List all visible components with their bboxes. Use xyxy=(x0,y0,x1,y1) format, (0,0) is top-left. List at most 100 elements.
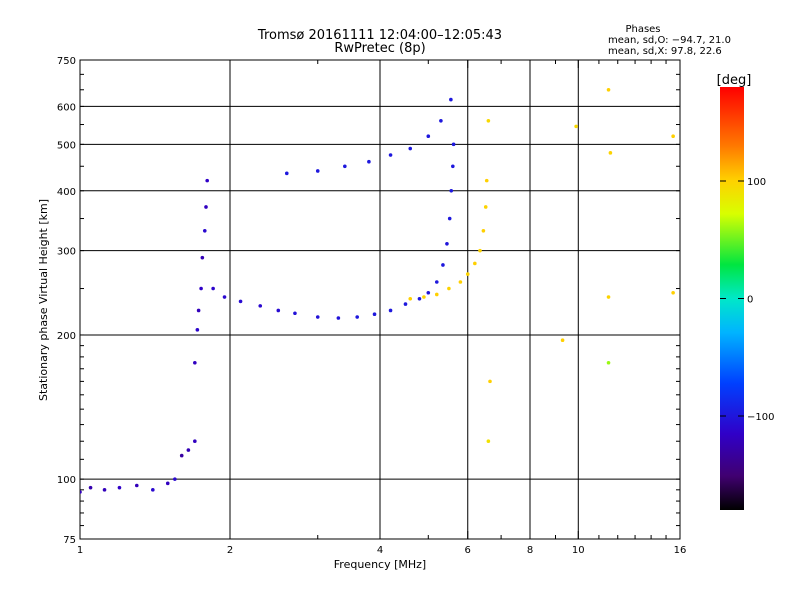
x-tick-label: 10 xyxy=(572,545,585,556)
data-point xyxy=(196,308,201,313)
data-point xyxy=(284,171,289,176)
data-point xyxy=(134,483,139,488)
data-point xyxy=(671,134,675,138)
data-point xyxy=(372,312,377,316)
stats-x-line: mean, sd,X: 97.8, 22.6 xyxy=(608,46,722,57)
data-point xyxy=(486,439,491,444)
data-point xyxy=(451,164,455,169)
data-point xyxy=(173,477,177,481)
data-point xyxy=(481,228,486,233)
y-tick-label: 750 xyxy=(57,56,76,67)
data-point xyxy=(449,97,453,102)
data-point xyxy=(449,188,454,193)
data-point xyxy=(258,304,263,308)
data-point xyxy=(478,248,482,253)
data-point xyxy=(465,272,470,276)
y-tick-label: 300 xyxy=(57,247,76,258)
x-tick-label: 8 xyxy=(527,545,533,556)
data-point xyxy=(102,488,107,492)
x-tick-label: 1 xyxy=(77,545,83,556)
data-point xyxy=(671,290,675,295)
data-point xyxy=(88,485,93,490)
y-tick-label: 75 xyxy=(63,535,76,546)
chart-subtitle: RwPretec (8p) xyxy=(334,41,425,56)
data-point xyxy=(367,159,371,164)
data-point xyxy=(80,490,82,494)
y-axis-label: Stationary phase Virtual Height [km] xyxy=(37,199,50,401)
data-point xyxy=(426,290,431,295)
data-point xyxy=(179,453,184,458)
data-point xyxy=(355,315,359,319)
colorbar: [deg] 100 0 −100 xyxy=(717,73,774,510)
data-point xyxy=(204,205,208,209)
chart-title: Tromsø 20161111 12:04:00–12:05:43 xyxy=(257,28,502,43)
y-tick-label: 600 xyxy=(57,102,76,113)
y-tick-label: 100 xyxy=(57,475,76,486)
data-point xyxy=(451,142,456,147)
y-tick-label: 500 xyxy=(57,140,76,151)
data-point xyxy=(238,299,243,304)
data-point xyxy=(343,164,347,169)
data-point xyxy=(447,216,452,221)
data-point xyxy=(445,241,449,246)
x-tick-label: 6 xyxy=(465,545,471,556)
data-point xyxy=(473,261,477,266)
data-point xyxy=(606,295,611,299)
data-point xyxy=(199,286,203,291)
data-point xyxy=(408,296,413,301)
data-point xyxy=(458,280,463,284)
data-point xyxy=(606,360,611,365)
y-tick-label: 200 xyxy=(57,331,76,342)
data-point xyxy=(315,315,320,319)
data-point xyxy=(439,118,443,123)
data-point xyxy=(488,379,492,384)
data-point xyxy=(222,295,227,299)
data-point xyxy=(388,153,393,157)
data-point xyxy=(422,295,426,299)
data-point xyxy=(202,228,207,233)
data-point xyxy=(336,316,341,320)
data-point xyxy=(186,448,191,452)
data-point xyxy=(484,178,489,183)
stats-heading: Phases xyxy=(625,24,660,35)
stats-o-line: mean, sd,O: −94.7, 21.0 xyxy=(608,35,731,46)
data-point xyxy=(434,280,439,284)
data-point xyxy=(447,286,451,291)
data-point xyxy=(193,360,197,365)
data-point xyxy=(195,328,200,332)
data-point xyxy=(293,311,297,316)
data-point xyxy=(117,485,122,490)
x-axis-label: Frequency [MHz] xyxy=(334,558,426,571)
colorbar-tick-label: 0 xyxy=(747,295,753,306)
data-point xyxy=(315,169,320,173)
axis-ticks: 1 2 4 6 8 10 16 75 100 200 300 400 500 600 750 xyxy=(57,56,686,556)
x-tick-label: 16 xyxy=(674,545,687,556)
data-point xyxy=(417,296,422,301)
data-point xyxy=(151,488,155,492)
colorbar-tick-label: −100 xyxy=(747,412,774,423)
data-points xyxy=(80,87,675,494)
plot-area: 1 2 4 6 8 10 16 75 100 200 300 400 500 600 750 xyxy=(57,56,686,556)
grid xyxy=(80,60,680,539)
data-point xyxy=(408,146,413,151)
data-point xyxy=(486,118,491,123)
data-point xyxy=(426,134,431,138)
data-point xyxy=(574,124,578,129)
data-point xyxy=(560,338,565,343)
data-point xyxy=(200,255,205,260)
data-point xyxy=(483,205,488,209)
data-point xyxy=(606,87,611,92)
data-point xyxy=(165,481,170,486)
data-point xyxy=(211,286,215,291)
data-point xyxy=(388,308,393,313)
x-tick-label: 2 xyxy=(227,545,233,556)
data-point xyxy=(276,308,281,313)
colorbar-tick-label: 100 xyxy=(747,177,766,188)
y-tick-label: 400 xyxy=(57,187,76,198)
data-point xyxy=(403,302,408,306)
colorbar-label: [deg] xyxy=(717,73,752,88)
data-point xyxy=(205,178,209,183)
x-tick-label: 4 xyxy=(377,545,383,556)
data-point xyxy=(193,439,197,444)
